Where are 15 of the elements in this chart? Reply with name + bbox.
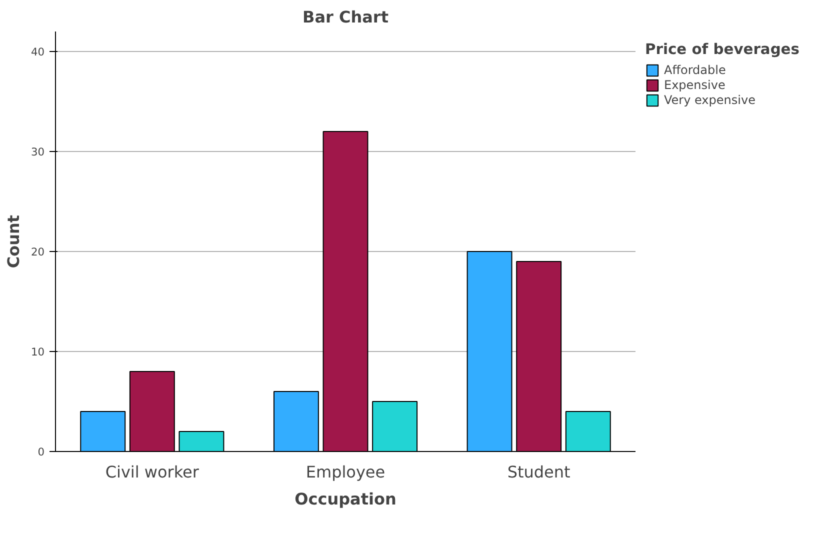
y-tick-label: 20	[30, 246, 45, 258]
x-tick-label: Civil worker	[105, 462, 200, 482]
y-tick-label: 40	[30, 46, 45, 58]
legend-label: Affordable	[664, 63, 726, 77]
chart-title: Bar Chart	[302, 8, 389, 26]
x-tick-label: Employee	[306, 462, 386, 482]
legend-label: Expensive	[664, 78, 726, 92]
y-tick-label: 10	[30, 346, 45, 358]
y-axis-title: Count	[4, 214, 23, 268]
y-tick-label: 30	[30, 146, 45, 158]
x-axis-title: Occupation	[294, 490, 396, 508]
legend-title: Price of beverages	[645, 41, 800, 58]
x-tick-label: Student	[507, 462, 570, 482]
legend-label: Very expensive	[664, 93, 756, 107]
y-tick-label: 0	[38, 446, 45, 458]
